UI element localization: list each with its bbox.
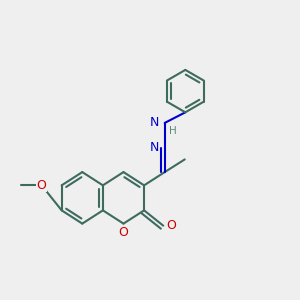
Text: O: O	[37, 179, 46, 192]
Text: O: O	[118, 226, 128, 239]
Text: H: H	[169, 126, 177, 136]
Text: N: N	[149, 116, 159, 129]
Text: O: O	[166, 219, 176, 232]
Text: N: N	[149, 141, 159, 154]
